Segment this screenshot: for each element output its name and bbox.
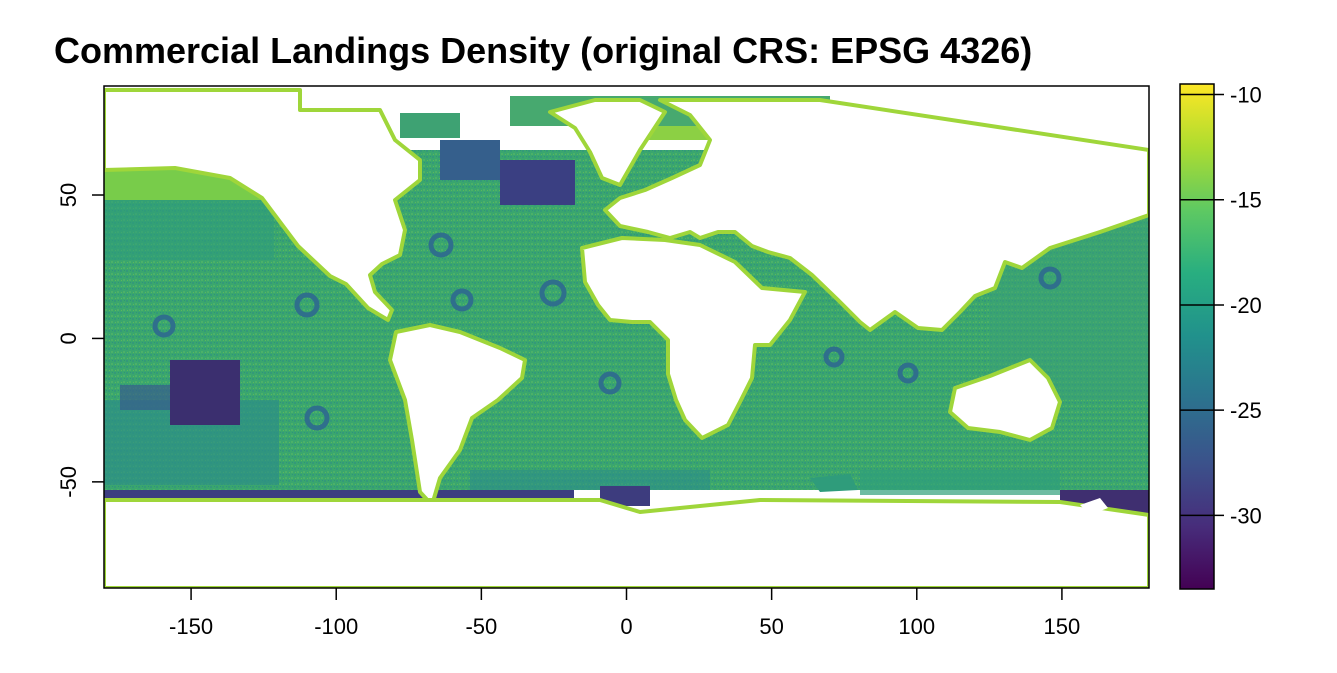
y-tick-label: 0 [56, 332, 81, 344]
y-axis: -50 0 50 [56, 183, 104, 498]
x-tick-label: 150 [1044, 614, 1081, 639]
map-raster [104, 88, 1149, 588]
colorbar-ticks: -10 -15 -20 -25 -30 [1180, 83, 1262, 528]
x-tick-label: 50 [759, 614, 783, 639]
colorbar-tick-label: -20 [1230, 293, 1262, 318]
dark-patch-south-pacific [170, 360, 240, 425]
x-tick-label: -50 [465, 614, 497, 639]
colorbar-gradient [1179, 83, 1215, 590]
colorbar-tick-label: -30 [1230, 503, 1262, 528]
x-tick-label: -100 [314, 614, 358, 639]
colorbar-tick-label: -10 [1230, 83, 1262, 108]
x-tick-label: 100 [898, 614, 935, 639]
x-tick-label: 0 [620, 614, 632, 639]
x-tick-label: -150 [169, 614, 213, 639]
colorbar: -10 -15 -20 -25 -30 [1179, 83, 1262, 590]
land-masses [104, 88, 1149, 588]
x-axis: -150 -100 -50 0 50 100 150 [169, 588, 1080, 639]
y-tick-label: -50 [56, 466, 81, 498]
y-tick-label: 50 [56, 183, 81, 207]
colorbar-tick-label: -15 [1230, 188, 1262, 213]
colorbar-tick-label: -25 [1230, 398, 1262, 423]
dark-patch-north-atlantic [500, 160, 575, 205]
map-title: Commercial Landings Density (original CR… [54, 30, 1032, 71]
